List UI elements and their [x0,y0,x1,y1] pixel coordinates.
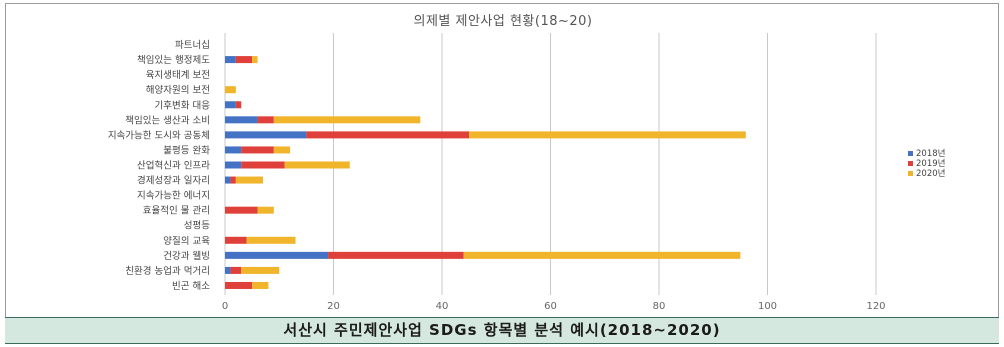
y-category-label: 파트너십 [175,40,210,51]
bar-segment [469,131,746,139]
bar-segment [230,176,236,184]
bar-segment [225,131,307,139]
bar-segment [252,281,269,289]
y-category-label: 지속가능한 도시와 공동체 [108,129,210,141]
bar-segment [241,266,280,274]
bar-segment [241,146,274,154]
bar-segment [225,266,231,274]
y-category-label: 경제성장과 일자리 [137,175,210,187]
bar-segment [246,236,296,244]
x-tick-label: 20 [327,301,340,312]
x-tick-label: 80 [653,301,666,312]
legend-label: 2018년 [916,148,945,159]
y-category-label: 빈곤 해소 [172,280,210,292]
y-category-label: 양질의 교육 [163,235,210,247]
x-tick-label: 40 [436,301,449,312]
y-category-label: 해양자원의 보전 [146,84,210,96]
figure-caption: 서산시 주민제안사업 SDGs 항목별 분석 예시(2018~2020) [5,317,999,344]
bar-segment [257,206,274,214]
bar-segment [225,236,247,244]
legend-swatch [908,161,913,166]
bar-segment [241,161,285,169]
y-category-label: 성평등 [184,221,210,232]
y-category-label: 기후변화 대응 [155,100,211,111]
y-category-label: 건강과 웰빙 [163,251,210,262]
bar-segment [225,251,329,259]
x-tick-label: 120 [866,301,885,312]
bar-segment [225,86,236,94]
bar-segment [273,116,421,124]
bar-segment [230,266,242,274]
bar-segment [225,206,258,214]
bar-segment [235,56,253,64]
y-category-label: 효율적인 물 관리 [143,205,210,217]
x-tick-label: 60 [544,301,557,312]
bar-segment [225,56,236,64]
legend-label: 2020년 [916,168,945,179]
bar-segment [225,176,231,184]
y-category-label: 책임있는 생산과 소비 [125,114,210,126]
bar-segment [273,146,291,154]
bar-segment [225,101,236,109]
legend-label: 2019년 [916,158,945,169]
bar-segment [306,131,470,139]
bar-segment [225,116,258,124]
bar-segment [257,116,274,124]
bar-segment [235,176,263,184]
bar-segment [225,281,253,289]
y-category-label: 책임있는 행정제도 [137,54,210,66]
chart-title: 의제별 제안사업 현황(18~20) [413,14,593,29]
y-category-label: 육지생태계 보전 [146,69,210,81]
bar-segment [252,56,258,64]
x-tick-label: 100 [758,301,777,312]
y-category-label: 산업혁신과 인프라 [137,160,210,172]
y-category-label: 친환경 농업과 먹거리 [125,265,210,277]
legend-swatch [908,151,913,156]
bar-segment [235,101,242,109]
bar-segment [463,251,741,259]
y-category-label: 지속가능한 에너지 [137,191,210,202]
bar-segment [328,251,464,259]
bar-segment [225,161,242,169]
y-category-label: 불평등 완화 [163,145,210,156]
bar-segment [284,161,350,169]
x-tick-label: 0 [222,301,228,312]
legend-swatch [908,171,913,176]
bar-segment [225,146,242,154]
